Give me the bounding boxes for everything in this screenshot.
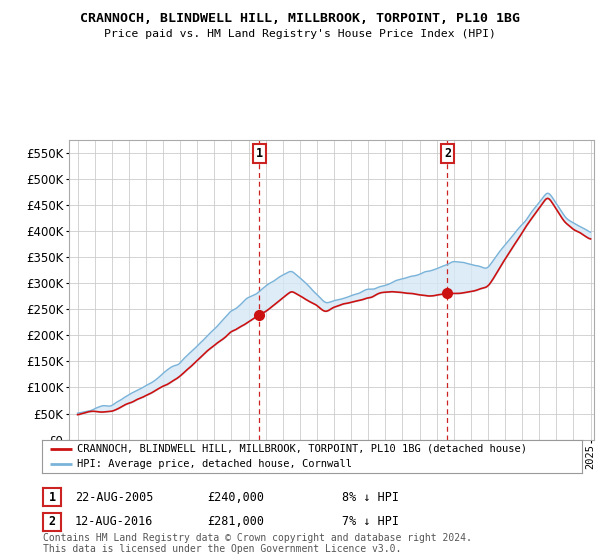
Text: 2: 2 <box>444 147 451 160</box>
Text: HPI: Average price, detached house, Cornwall: HPI: Average price, detached house, Corn… <box>77 459 352 469</box>
Text: 1: 1 <box>49 491 56 504</box>
Text: £281,000: £281,000 <box>207 515 264 529</box>
Text: Price paid vs. HM Land Registry's House Price Index (HPI): Price paid vs. HM Land Registry's House … <box>104 29 496 39</box>
Text: 7% ↓ HPI: 7% ↓ HPI <box>342 515 399 529</box>
Text: 1: 1 <box>256 147 263 160</box>
Text: 12-AUG-2016: 12-AUG-2016 <box>75 515 154 529</box>
Text: 8% ↓ HPI: 8% ↓ HPI <box>342 491 399 504</box>
Text: Contains HM Land Registry data © Crown copyright and database right 2024.
This d: Contains HM Land Registry data © Crown c… <box>43 533 472 554</box>
Text: 22-AUG-2005: 22-AUG-2005 <box>75 491 154 504</box>
Text: 2: 2 <box>49 515 56 529</box>
Text: CRANNOCH, BLINDWELL HILL, MILLBROOK, TORPOINT, PL10 1BG (detached house): CRANNOCH, BLINDWELL HILL, MILLBROOK, TOR… <box>77 444 527 454</box>
Text: £240,000: £240,000 <box>207 491 264 504</box>
Text: CRANNOCH, BLINDWELL HILL, MILLBROOK, TORPOINT, PL10 1BG: CRANNOCH, BLINDWELL HILL, MILLBROOK, TOR… <box>80 12 520 25</box>
